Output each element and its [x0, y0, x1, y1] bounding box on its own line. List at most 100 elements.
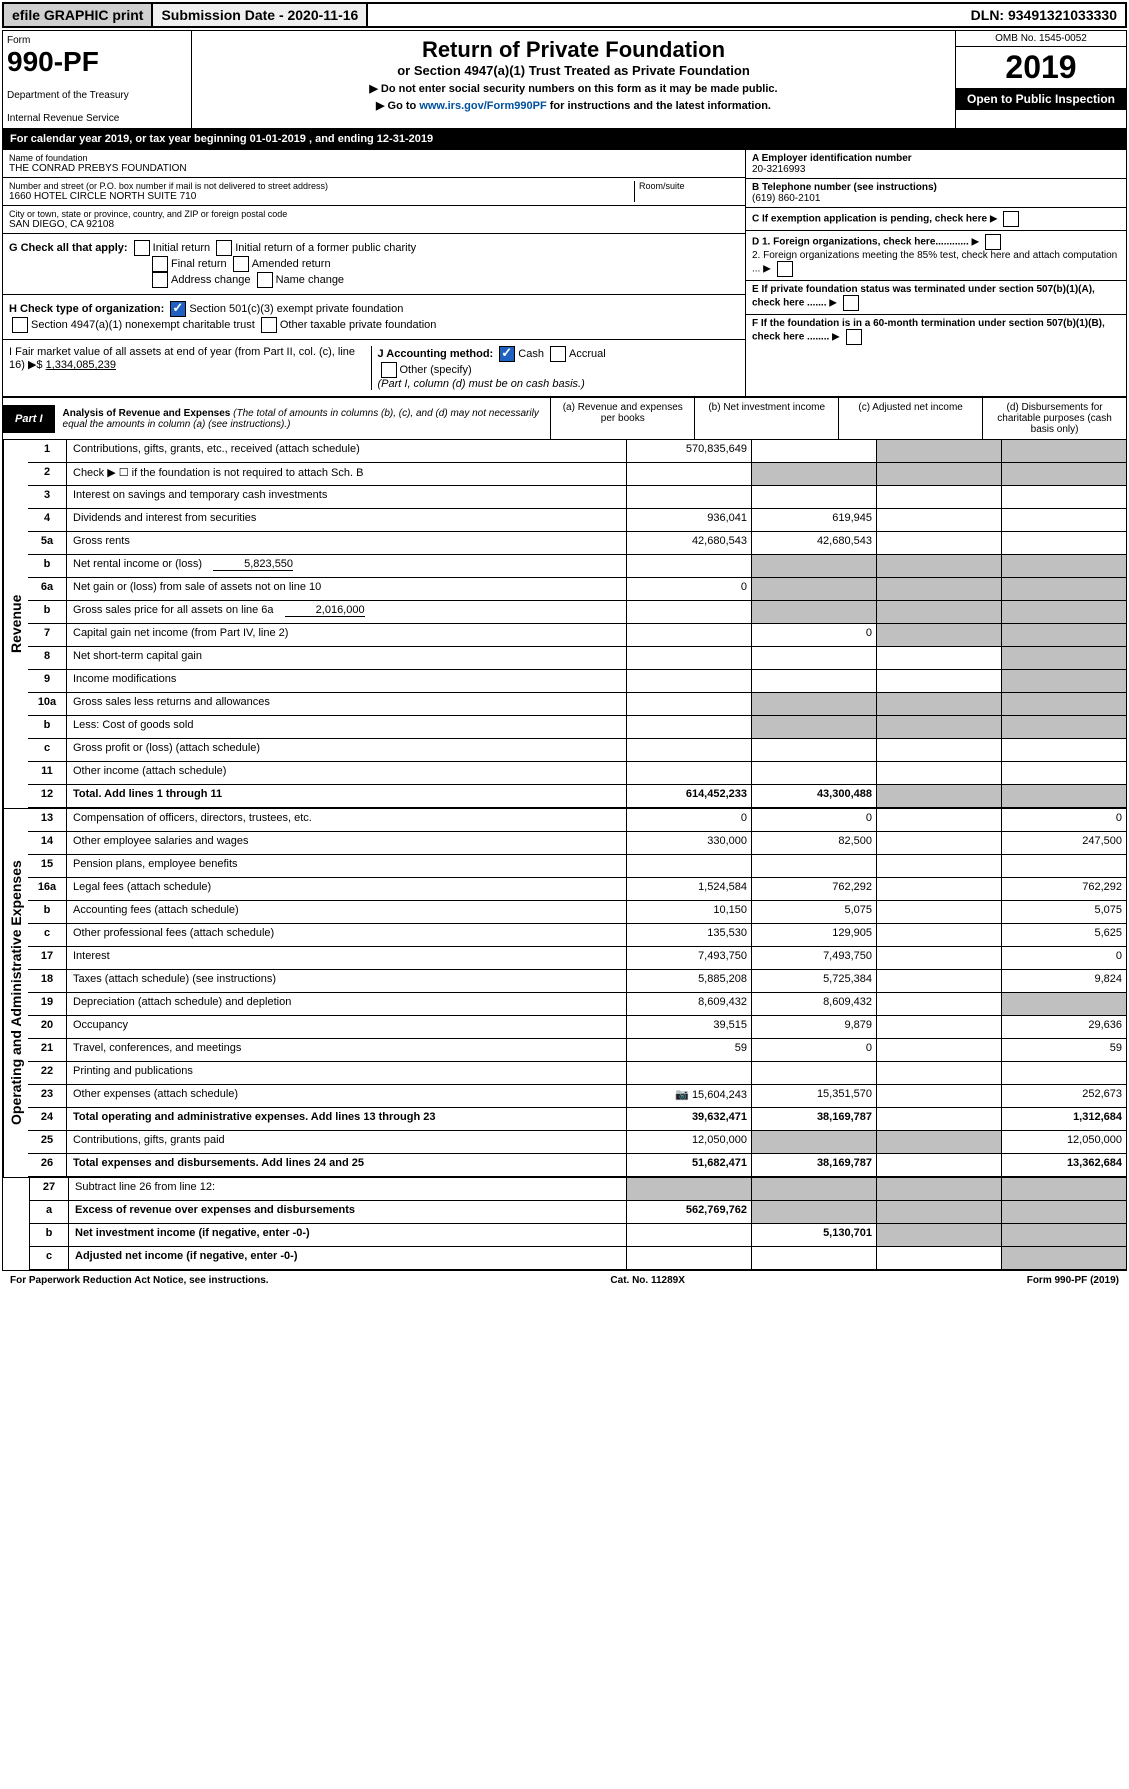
submission-date: Submission Date - 2020-11-16 — [153, 4, 368, 26]
row-label: Gross sales less returns and allowances — [67, 693, 626, 715]
cell-b — [751, 555, 876, 577]
row-label: Depreciation (attach schedule) and deple… — [67, 993, 626, 1015]
checkbox-initial-former[interactable] — [216, 240, 232, 256]
row-number: 9 — [28, 670, 67, 692]
cell-a: 42,680,543 — [626, 532, 751, 554]
top-bar: efile GRAPHIC print Submission Date - 20… — [2, 2, 1127, 28]
cell-c — [876, 809, 1001, 831]
cell-d — [1001, 716, 1126, 738]
table-row: 14Other employee salaries and wages330,0… — [28, 832, 1126, 855]
checkbox-name-change[interactable] — [257, 272, 273, 288]
row-number: 2 — [28, 463, 67, 485]
checkbox-addr-change[interactable] — [152, 272, 168, 288]
row-number: 20 — [28, 1016, 67, 1038]
info-right: A Employer identification number 20-3216… — [745, 150, 1126, 396]
cell-c — [876, 555, 1001, 577]
checkbox-initial[interactable] — [134, 240, 150, 256]
table-row: cAdjusted net income (if negative, enter… — [30, 1247, 1126, 1270]
checkbox-accrual[interactable] — [550, 346, 566, 362]
cell-d — [1001, 624, 1126, 646]
checkbox-c[interactable] — [1003, 211, 1019, 227]
f-label: F If the foundation is in a 60-month ter… — [752, 318, 1105, 343]
cell-a: 51,682,471 — [626, 1154, 751, 1176]
irs-link[interactable]: www.irs.gov/Form990PF — [419, 100, 546, 112]
cell-a — [626, 670, 751, 692]
table-row: cGross profit or (loss) (attach schedule… — [28, 739, 1126, 762]
table-row: 18Taxes (attach schedule) (see instructi… — [28, 970, 1126, 993]
cell-b — [751, 716, 876, 738]
cell-d — [1001, 1224, 1126, 1246]
checkbox-final[interactable] — [152, 256, 168, 272]
checkbox-d2[interactable] — [777, 261, 793, 277]
cell-d — [1001, 1247, 1126, 1269]
cell-a — [626, 601, 751, 623]
row-label: Check ▶ ☐ if the foundation is not requi… — [67, 463, 626, 485]
street-address: 1660 HOTEL CIRCLE NORTH SUITE 710 — [9, 191, 634, 202]
table-row: 22Printing and publications — [28, 1062, 1126, 1085]
cell-d: 5,625 — [1001, 924, 1126, 946]
cell-d — [1001, 785, 1126, 807]
section-g: G Check all that apply: Initial return I… — [3, 234, 745, 295]
cell-b — [751, 693, 876, 715]
checkbox-e[interactable] — [843, 295, 859, 311]
cell-b: 15,351,570 — [751, 1085, 876, 1107]
cell-d: 0 — [1001, 809, 1126, 831]
checkbox-501c3[interactable] — [170, 301, 186, 317]
table-row: 7Capital gain net income (from Part IV, … — [28, 624, 1126, 647]
row-number: 12 — [28, 785, 67, 807]
row-label: Excess of revenue over expenses and disb… — [69, 1201, 626, 1223]
cell-b — [751, 1247, 876, 1269]
cell-c — [876, 601, 1001, 623]
row-label: Interest — [67, 947, 626, 969]
part1-desc: Analysis of Revenue and Expenses (The to… — [55, 404, 551, 434]
table-row: 25Contributions, gifts, grants paid12,05… — [28, 1131, 1126, 1154]
checkbox-4947[interactable] — [12, 317, 28, 333]
section-ij: I Fair market value of all assets at end… — [3, 340, 745, 396]
table-row: bNet rental income or (loss) 5,823,550 — [28, 555, 1126, 578]
footer-left: For Paperwork Reduction Act Notice, see … — [10, 1275, 269, 1286]
row-label: Gross rents — [67, 532, 626, 554]
row-label: Total operating and administrative expen… — [67, 1108, 626, 1130]
table-row: 24Total operating and administrative exp… — [28, 1108, 1126, 1131]
row-number: 10a — [28, 693, 67, 715]
cell-b — [751, 1062, 876, 1084]
cell-a: 59 — [626, 1039, 751, 1061]
a-label: A Employer identification number — [752, 153, 912, 164]
cell-b: 42,680,543 — [751, 532, 876, 554]
calendar-year: For calendar year 2019, or tax year begi… — [2, 129, 1127, 149]
row-label: Occupancy — [67, 1016, 626, 1038]
row-number: b — [28, 716, 67, 738]
checkbox-other-method[interactable] — [381, 362, 397, 378]
cell-c — [876, 1154, 1001, 1176]
cell-c — [876, 1039, 1001, 1061]
e-cell: E If private foundation status was termi… — [746, 281, 1126, 315]
cell-b — [751, 1201, 876, 1223]
cell-c — [876, 970, 1001, 992]
checkbox-cash[interactable] — [499, 346, 515, 362]
cell-a — [626, 1062, 751, 1084]
row-label: Compensation of officers, directors, tru… — [67, 809, 626, 831]
cell-d — [1001, 601, 1126, 623]
part1-label: Part I — [3, 405, 55, 433]
form-title: Return of Private Foundation — [198, 37, 949, 63]
row-number: b — [28, 555, 67, 577]
row-label: Gross profit or (loss) (attach schedule) — [67, 739, 626, 761]
row-label: Net gain or (loss) from sale of assets n… — [67, 578, 626, 600]
col-d-header: (d) Disbursements for charitable purpose… — [982, 398, 1126, 439]
cell-c — [876, 647, 1001, 669]
checkbox-other-taxable[interactable] — [261, 317, 277, 333]
cell-d — [1001, 1062, 1126, 1084]
checkbox-f[interactable] — [846, 329, 862, 345]
cell-d — [1001, 578, 1126, 600]
cell-b — [751, 670, 876, 692]
checkbox-d1[interactable] — [985, 234, 1001, 250]
row-number: a — [30, 1201, 69, 1223]
table-row: 8Net short-term capital gain — [28, 647, 1126, 670]
checkbox-amended[interactable] — [233, 256, 249, 272]
header-center: Return of Private Foundation or Section … — [192, 31, 956, 128]
form-label: Form — [7, 35, 187, 46]
cell-d — [1001, 486, 1126, 508]
cell-d — [1001, 855, 1126, 877]
cell-c — [876, 1247, 1001, 1269]
j-label: J Accounting method: — [378, 348, 494, 360]
